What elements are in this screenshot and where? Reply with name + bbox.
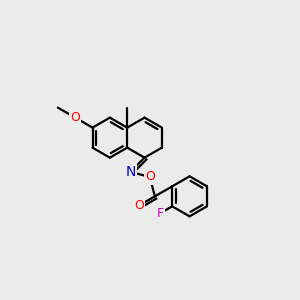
- Text: O: O: [134, 199, 144, 212]
- Text: F: F: [157, 207, 164, 220]
- Text: O: O: [145, 170, 155, 184]
- Text: N: N: [125, 165, 136, 179]
- Text: O: O: [70, 111, 80, 124]
